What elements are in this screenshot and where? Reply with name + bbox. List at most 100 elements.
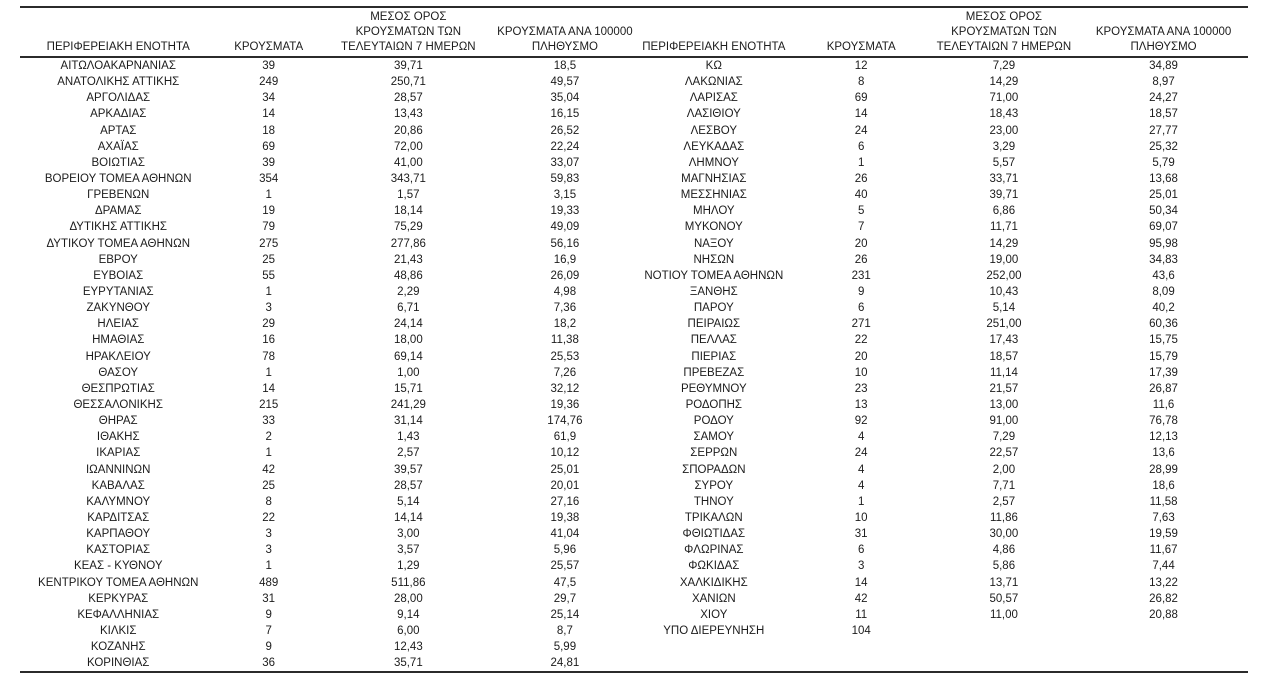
per100k-cell: 20,01 (550, 479, 580, 492)
table-body: ΑΙΤΩΛΟΑΚΑΡΝΑΝΙΑΣ 39 39,71 18,5 ΑΝΑΤΟΛΙΚΗΣ ΑΤ… (20, 58, 1248, 671)
table-row: ΞΑΝΘΗΣ 9 10,43 8,09 (634, 284, 1248, 300)
avg7-cell: 251,00 (986, 318, 1022, 331)
per100k-cell: 18,5 (553, 60, 577, 72)
avg7-cell: 511,86 (391, 576, 426, 589)
cases-cell: 18 (262, 124, 276, 137)
avg7-cell: 5,14 (992, 302, 1016, 315)
avg7-cell: 28,57 (393, 479, 423, 492)
avg7-cell: 31,14 (393, 415, 423, 428)
col-header-region: ΠΕΡΙΦΕΡΕΙΑΚΗ ΕΝΟΤΗΤΑ (634, 10, 794, 56)
avg7-cell: 14,14 (393, 511, 423, 524)
region-cell: ΛΑΡΙΣΑΣ (689, 92, 738, 105)
table-row: ΠΕΙΡΑΙΩΣ 271 251,00 60,36 (634, 316, 1248, 332)
cases-cell: 4 (857, 431, 865, 444)
avg7-cell: 13,00 (989, 398, 1019, 411)
per100k-cell: 41,04 (550, 528, 580, 541)
region-cell: ΜΕΣΣΗΝΙΑΣ (680, 189, 747, 202)
regional-cases-table: ΠΕΡΙΦΕΡΕΙΑΚΗ ΕΝΟΤΗΤΑ ΚΡΟΥΣΜΑΤΑ ΜΕΣΟΣ ΟΡΟ… (20, 6, 1248, 674)
col-header-cases: ΚΡΟΥΣΜΑΤΑ (216, 10, 320, 56)
region-cell: ΡΟΔΟΠΗΣ (685, 398, 743, 411)
per100k-cell: 16,15 (550, 108, 580, 121)
cases-cell: 24 (854, 447, 868, 460)
cases-cell: 25 (262, 479, 276, 492)
avg7-cell: 21,43 (393, 253, 423, 266)
region-cell: ΣΕΡΡΩΝ (690, 447, 738, 460)
avg7-cell: 22,57 (989, 447, 1019, 460)
region-cell: ΚΑΡΔΙΤΣΑΣ (87, 511, 150, 524)
per100k-cell: 5,79 (1152, 156, 1175, 169)
col-header-avg7-line1: ΜΕΣΟΣ ΟΡΟΣ (965, 11, 1043, 23)
avg7-cell: 5,86 (992, 560, 1016, 573)
cases-cell: 3 (857, 560, 865, 573)
cases-cell: 22 (262, 511, 276, 524)
table-row: ΡΟΔΟΥ 92 91,00 76,78 (634, 413, 1248, 429)
table-row: ΙΘΑΚΗΣ 2 1,43 61,9 (20, 429, 634, 445)
cases-cell: 231 (851, 269, 871, 282)
per100k-cell: 32,12 (550, 382, 580, 395)
region-cell: ΚΟΖΑΝΗΣ (90, 641, 146, 654)
cases-cell: 79 (262, 221, 276, 234)
avg7-cell: 6,00 (397, 624, 420, 637)
table-row: ΜΕΣΣΗΝΙΑΣ 40 39,71 25,01 (634, 187, 1248, 203)
region-cell: ΛΕΣΒΟΥ (690, 124, 737, 137)
avg7-cell: 7,29 (992, 431, 1016, 444)
region-cell: ΔΡΑΜΑΣ (94, 205, 142, 218)
cases-cell: 215 (259, 398, 279, 411)
cases-cell: 19 (262, 205, 276, 218)
cases-cell: 3 (265, 302, 272, 315)
table-row: ΗΜΑΘΙΑΣ 16 18,00 11,38 (20, 332, 634, 348)
per100k-cell: 49,09 (550, 221, 580, 234)
per100k-cell: 11,67 (1149, 544, 1178, 557)
avg7-cell: 1,00 (397, 366, 420, 379)
per100k-cell: 22,24 (550, 140, 580, 153)
region-cell: ΦΩΚΙΔΑΣ (688, 560, 740, 573)
region-cell: ΚΙΛΚΙΣ (99, 624, 137, 637)
cases-cell: 9 (265, 608, 272, 621)
table-row: ΓΡΕΒΕΝΩΝ 1 1,57 3,15 (20, 187, 634, 203)
table-row: ΔΥΤΙΚΗΣ ΑΤΤΙΚΗΣ 79 75,29 49,09 (20, 219, 634, 235)
region-cell: ΦΛΩΡΙΝΑΣ (684, 544, 744, 557)
region-cell: ΜΥΚΟΝΟΥ (684, 221, 743, 234)
avg7-cell: 3,57 (397, 544, 420, 557)
region-cell: ΚΕΦΑΛΛΗΝΙΑΣ (77, 608, 160, 621)
cases-cell: 40 (854, 189, 868, 202)
per100k-cell: 25,53 (550, 350, 580, 363)
region-cell: ΗΛΕΙΑΣ (97, 318, 140, 331)
avg7-cell: 69,14 (393, 350, 423, 363)
table-row: ΘΕΣΠΡΩΤΙΑΣ 14 15,71 32,12 (20, 381, 634, 397)
table-row: ΕΥΒΟΙΑΣ 55 48,86 26,09 (20, 268, 634, 284)
region-cell: ΛΑΚΩΝΙΑΣ (684, 76, 743, 89)
cases-cell: 14 (262, 108, 276, 121)
cases-cell: 7 (857, 221, 865, 234)
cases-cell: 1 (265, 189, 272, 202)
cases-cell: 354 (259, 172, 279, 185)
avg7-cell: 28,00 (393, 592, 423, 605)
avg7-cell: 10,43 (989, 285, 1019, 298)
per100k-cell: 69,07 (1149, 221, 1178, 234)
region-cell: ΚΕΡΚΥΡΑΣ (88, 592, 149, 605)
col-header-per100k-line1: ΚΡΟΥΣΜΑΤΑ ΑΝΑ 100000 (1095, 26, 1232, 38)
table-row: ΛΕΣΒΟΥ 24 23,00 27,77 (634, 123, 1248, 139)
cases-cell: 34 (262, 92, 276, 105)
avg7-cell: 4,86 (992, 544, 1016, 557)
region-cell: ΚΕΝΤΡΙΚΟΥ ΤΟΜΕΑ ΑΘΗΝΩΝ (38, 576, 199, 589)
region-cell: ΞΑΝΘΗΣ (689, 285, 738, 298)
per100k-cell: 19,38 (550, 511, 580, 524)
per100k-cell: 27,77 (1149, 124, 1178, 137)
cases-cell: 78 (262, 350, 276, 363)
per100k-cell: 76,78 (1149, 415, 1178, 428)
region-cell: ΡΟΔΟΥ (693, 415, 734, 428)
avg7-cell: 277,86 (390, 237, 426, 250)
cases-cell: 4 (857, 479, 865, 492)
per100k-cell: 7,63 (1152, 511, 1175, 524)
cases-cell: 3 (265, 544, 272, 557)
table-row: ΚΕΡΚΥΡΑΣ 31 28,00 29,7 (20, 591, 634, 607)
avg7-cell: 1,29 (397, 560, 420, 573)
col-header-avg7: ΜΕΣΟΣ ΟΡΟΣ ΚΡΟΥΣΜΑΤΩΝ ΤΩΝ ΤΕΛΕΥΤΑΙΩΝ 7 Η… (321, 10, 496, 56)
avg7-cell: 50,57 (989, 592, 1019, 605)
cases-cell: 6 (857, 140, 865, 153)
region-cell: ΠΕΛΛΑΣ (690, 334, 737, 347)
per100k-cell: 29,7 (553, 592, 577, 605)
per100k-cell: 5,96 (553, 544, 577, 557)
